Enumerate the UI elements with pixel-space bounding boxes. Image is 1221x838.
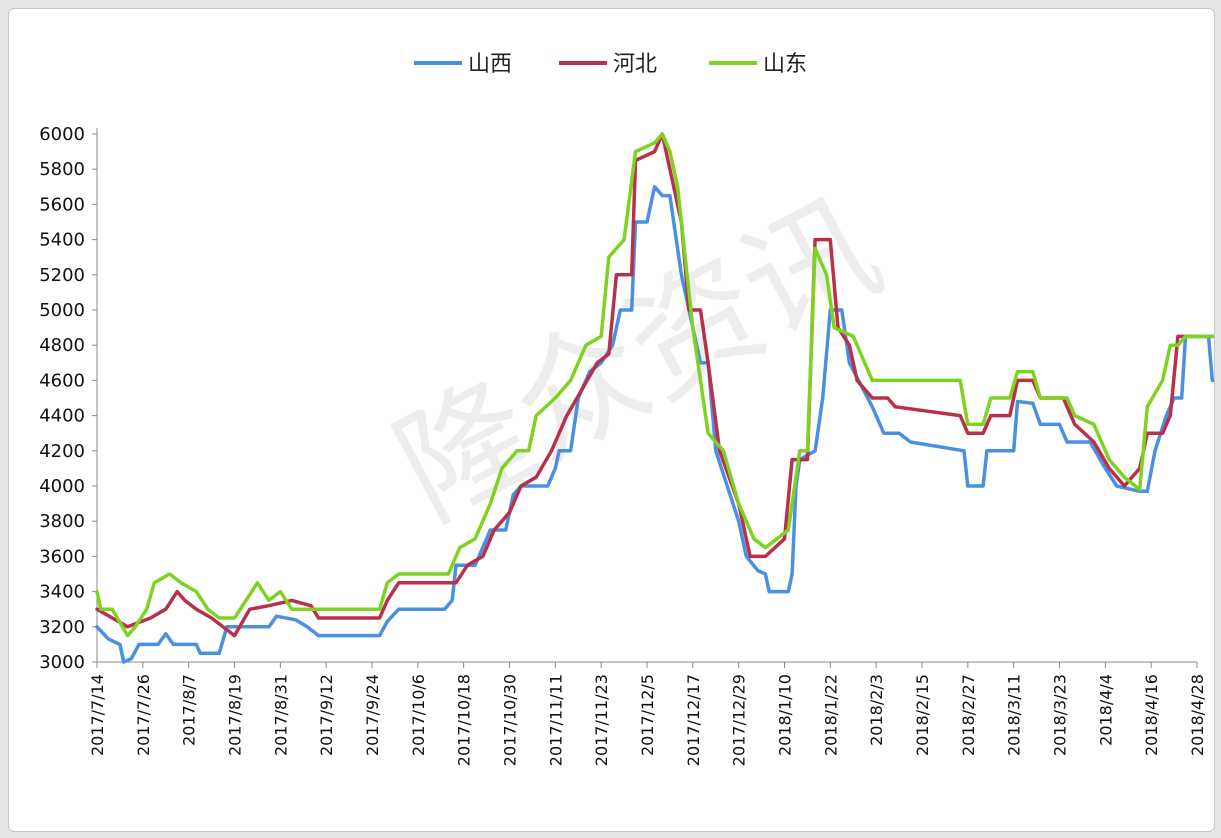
y-tick-label: 4000 <box>39 476 85 497</box>
x-tick-label: 2018/3/23 <box>1051 674 1070 756</box>
y-tick-label: 5200 <box>39 265 85 286</box>
x-tick-label: 2017/11/23 <box>592 674 611 766</box>
x-axis: 2017/7/14 2017/7/26 2017/8/7 2017/8/19 2017/… <box>88 661 1207 766</box>
x-tick-label: 2018/4/28 <box>1188 674 1207 756</box>
y-tick-label: 4800 <box>39 335 85 356</box>
x-tick-label: 2017/7/14 <box>88 674 107 756</box>
chart-frame: 隆众资讯 山西 河北 山东 3000 3200 3400 3600 3800 4000 4200… <box>8 8 1215 832</box>
x-tick-label: 2017/8/19 <box>226 674 245 756</box>
x-tick-label: 2017/9/12 <box>317 674 336 756</box>
y-tick-label: 3400 <box>39 582 85 603</box>
x-tick-label: 2018/4/4 <box>1096 674 1115 746</box>
x-tick-label: 2017/8/31 <box>271 674 290 756</box>
legend: 山西 河北 山东 <box>414 52 807 77</box>
x-tick-label: 2018/2/27 <box>959 674 978 756</box>
x-tick-label: 2017/10/6 <box>409 674 428 756</box>
legend-label-3: 山东 <box>763 52 807 77</box>
y-tick-label: 4200 <box>39 441 85 462</box>
y-tick-label: 3000 <box>39 652 85 673</box>
x-tick-label: 2018/3/11 <box>1005 674 1024 756</box>
legend-label-1: 山西 <box>468 52 512 77</box>
x-tick-label: 2017/12/29 <box>730 674 749 766</box>
y-tick-label: 5800 <box>39 159 85 180</box>
x-tick-label: 2017/10/18 <box>455 674 474 766</box>
line-chart: 隆众资讯 山西 河北 山东 3000 3200 3400 3600 3800 4000 4200… <box>39 52 1214 766</box>
y-tick-label: 3600 <box>39 546 85 567</box>
x-tick-label: 2017/7/26 <box>134 674 153 756</box>
x-tick-label: 2017/8/7 <box>180 674 199 746</box>
y-tick-label: 5400 <box>39 230 85 251</box>
y-tick-label: 3800 <box>39 511 85 532</box>
x-tick-label: 2017/9/24 <box>363 674 382 756</box>
legend-label-2: 河北 <box>613 52 657 77</box>
x-tick-label: 2017/11/11 <box>546 674 565 766</box>
x-tick-label: 2017/10/30 <box>501 674 520 766</box>
series-lines <box>95 132 1214 664</box>
series-line-3 <box>95 132 1214 638</box>
y-tick-label: 4400 <box>39 406 85 427</box>
x-tick-label: 2018/4/16 <box>1142 674 1161 756</box>
x-tick-label: 2017/12/5 <box>638 674 657 756</box>
x-tick-label: 2018/1/10 <box>776 674 795 756</box>
y-tick-label: 6000 <box>39 124 85 145</box>
y-tick-label: 5000 <box>39 300 85 321</box>
watermark: 隆众资讯 <box>374 173 902 546</box>
x-tick-label: 2018/1/22 <box>821 674 840 756</box>
watermark-text: 隆众资讯 <box>374 173 902 546</box>
x-tick-label: 2018/2/15 <box>913 674 932 756</box>
y-tick-label: 5600 <box>39 194 85 215</box>
y-tick-label: 3200 <box>39 617 85 638</box>
y-axis: 3000 3200 3400 3600 3800 4000 4200 4400 4600 4800… <box>39 124 98 673</box>
y-tick-label: 4600 <box>39 370 85 391</box>
x-tick-label: 2017/12/17 <box>684 674 703 766</box>
x-tick-label: 2018/2/3 <box>867 674 886 746</box>
